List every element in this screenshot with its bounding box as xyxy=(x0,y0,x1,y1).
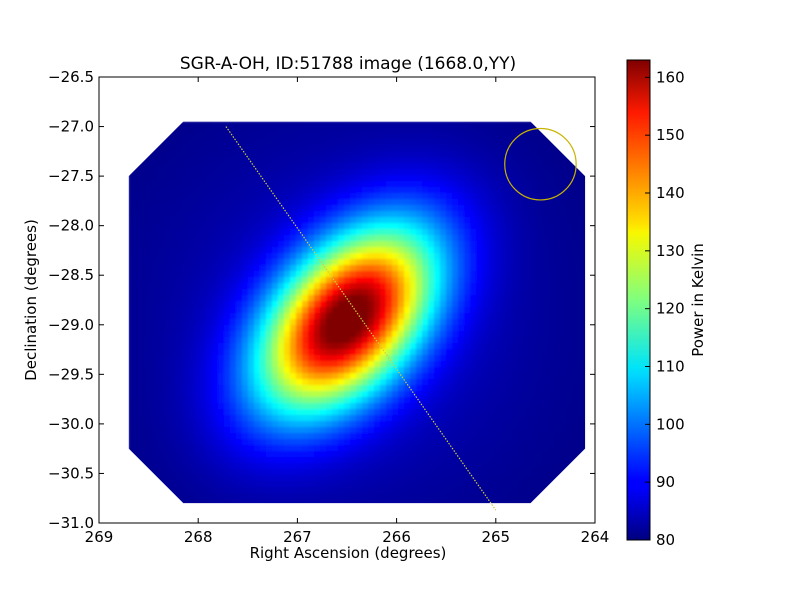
y-tick-label: −29.5 xyxy=(48,365,94,383)
y-tick-label: −27.5 xyxy=(48,167,94,185)
colorbar-tick-label: 150 xyxy=(656,126,685,144)
y-tick-label: −28.0 xyxy=(48,217,94,235)
y-axis-label: Declination (degrees) xyxy=(22,219,40,381)
x-tick-label: 266 xyxy=(382,528,411,546)
colorbar-tick-label: 90 xyxy=(656,473,675,491)
colorbar-tick-label: 140 xyxy=(656,184,685,202)
colorbar-tick-label: 120 xyxy=(656,300,685,318)
x-tick-label: 268 xyxy=(184,528,213,546)
x-axis: 269 268 267 266 265 264 xyxy=(85,77,610,546)
y-tick-label: −27.0 xyxy=(48,118,94,136)
x-axis-label: Right Ascension (degrees) xyxy=(250,544,447,562)
colorbar-axis: 80 90 100 110 120 130 140 150 160 xyxy=(645,68,685,549)
y-tick-label: −30.5 xyxy=(48,464,94,482)
x-tick-label: 265 xyxy=(481,528,510,546)
colorbar-tick-label: 110 xyxy=(656,358,685,376)
y-tick-label: −28.5 xyxy=(48,266,94,284)
y-tick-label: −30.0 xyxy=(48,415,94,433)
y-axis: −26.5 −27.0 −27.5 −28.0 −28.5 −29.0 −29.5 −30.0… xyxy=(48,68,595,532)
y-tick-label: −26.5 xyxy=(48,68,94,86)
plot-frame xyxy=(98,76,596,524)
colorbar-tick-label: 100 xyxy=(656,415,685,433)
beam-circle xyxy=(504,127,577,201)
x-tick-label: 269 xyxy=(85,528,114,546)
chart-title: SGR-A-OH, ID:51788 image (1668.0,YY) xyxy=(180,54,516,74)
overlay-layer xyxy=(225,126,577,511)
scan-track-line xyxy=(225,126,497,511)
x-tick-label: 264 xyxy=(581,528,610,546)
colorbar-tick-label: 80 xyxy=(656,531,675,549)
heatmap-image xyxy=(128,121,586,504)
colorbar-tick-label: 160 xyxy=(656,68,685,86)
y-tick-label: −31.0 xyxy=(48,514,94,532)
y-tick-label: −29.0 xyxy=(48,316,94,334)
colorbar-tick-label: 130 xyxy=(656,242,685,260)
colorbar xyxy=(626,59,651,541)
x-tick-label: 267 xyxy=(283,528,312,546)
colorbar-label: Power in Kelvin xyxy=(689,243,707,357)
